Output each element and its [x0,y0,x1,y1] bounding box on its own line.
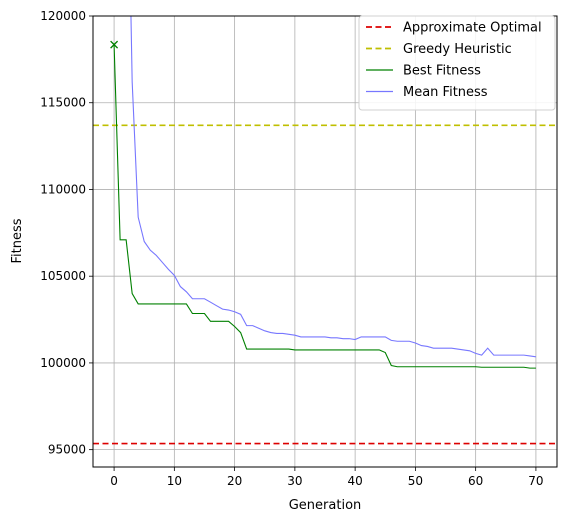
legend: Approximate Optimal Greedy Heuristic Best … [358,15,556,111]
legend-label-2: Best Fitness [403,64,481,79]
y-tick-label-5: 120000 [40,9,86,23]
x-tick-label-2: 20 [227,474,242,488]
x-tick-label-4: 40 [347,474,362,488]
y-tick-label-3: 110000 [40,182,86,196]
plot-area-frame [92,15,558,468]
x-tick-label-3: 30 [287,474,302,488]
y-tick-label-0: 95000 [48,443,86,457]
x-tick-label-5: 50 [408,474,423,488]
y-tick-label-2: 105000 [40,269,86,283]
series-line-1 [130,16,536,358]
series-layer [110,16,536,369]
series-line-0 [113,44,536,369]
legend-label-0: Approximate Optimal [403,21,542,36]
x-tick-label-6: 60 [468,474,483,488]
y-axis-ticks: 95000 100000 105000 110000 115000 120000 [40,9,93,457]
y-axis-label: Fitness [10,218,25,263]
x-tick-label-7: 70 [528,474,543,488]
x-tick-label-1: 10 [167,474,182,488]
y-tick-label-1: 100000 [40,356,86,370]
x-axis-ticks: 0 10 20 30 40 50 60 70 [110,467,544,488]
legend-label-3: Mean Fitness [403,85,488,100]
legend-label-1: Greedy Heuristic [403,42,512,57]
x-tick-label-0: 0 [110,474,118,488]
series-start-marker-0 [110,40,119,49]
legend-box [358,15,556,111]
y-tick-label-4: 115000 [40,96,86,110]
reference-lines [93,124,557,445]
x-axis-label: Generation [289,498,362,513]
